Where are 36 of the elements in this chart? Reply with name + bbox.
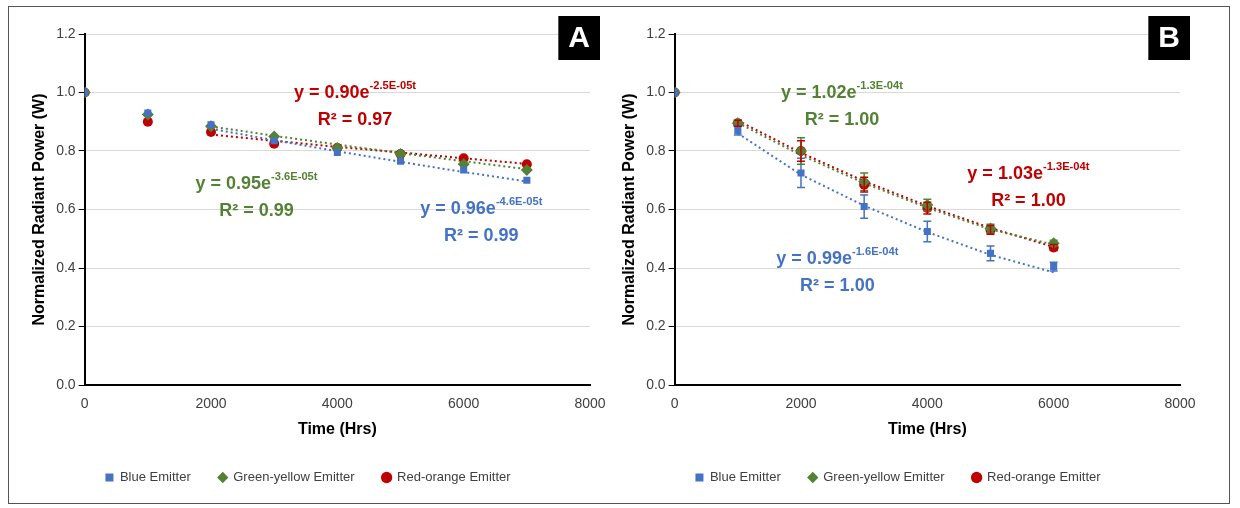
x-tick-label: 8000 bbox=[1164, 395, 1196, 412]
legend-label: Green-yellow Emitter bbox=[233, 469, 356, 485]
y-tick-label: 0.6 bbox=[56, 200, 76, 217]
annotation: B bbox=[1158, 20, 1180, 54]
x-tick-label: 6000 bbox=[1038, 395, 1070, 412]
x-tick-label: 0 bbox=[80, 395, 89, 412]
y-tick-label: 0.6 bbox=[646, 200, 666, 217]
x-tick-label: 4000 bbox=[321, 395, 354, 412]
x-tick-label: 0 bbox=[670, 395, 679, 412]
x-axis-title: Time (Hrs) bbox=[297, 419, 377, 437]
x-tick-label: 2000 bbox=[785, 395, 817, 412]
y-tick-label: 1.2 bbox=[646, 24, 666, 41]
y-tick-label: 0.0 bbox=[646, 375, 666, 392]
y-tick-label: 1.2 bbox=[56, 24, 76, 41]
legend-label: Blue Emitter bbox=[119, 469, 192, 485]
x-tick-label: 6000 bbox=[448, 395, 480, 412]
x-tick-label: 4000 bbox=[911, 395, 944, 412]
annotation: A bbox=[568, 20, 590, 54]
y-axis-title: Normalized Radiant Power (W) bbox=[620, 93, 638, 326]
y-tick-label: 0.4 bbox=[646, 258, 666, 275]
x-axis-title: Time (Hrs) bbox=[887, 419, 967, 437]
legend-label: Red-orange Emitter bbox=[987, 469, 1102, 485]
x-tick-label: 8000 bbox=[574, 395, 606, 412]
y-tick-label: 0.2 bbox=[646, 317, 666, 334]
y-tick-label: 1.0 bbox=[56, 83, 76, 100]
y-tick-label: 1.0 bbox=[646, 83, 666, 100]
y-tick-label: 0.8 bbox=[646, 141, 666, 158]
y-tick-label: 0.8 bbox=[56, 141, 76, 158]
legend-label: Blue Emitter bbox=[709, 469, 782, 485]
legend-label: Red-orange Emitter bbox=[397, 469, 512, 485]
y-tick-label: 0.2 bbox=[56, 317, 76, 334]
x-tick-label: 2000 bbox=[195, 395, 227, 412]
y-axis-title: Normalized Radiant Power (W) bbox=[30, 93, 48, 326]
y-tick-label: 0.0 bbox=[56, 375, 76, 392]
y-tick-label: 0.4 bbox=[56, 258, 76, 275]
legend-label: Green-yellow Emitter bbox=[823, 469, 946, 485]
